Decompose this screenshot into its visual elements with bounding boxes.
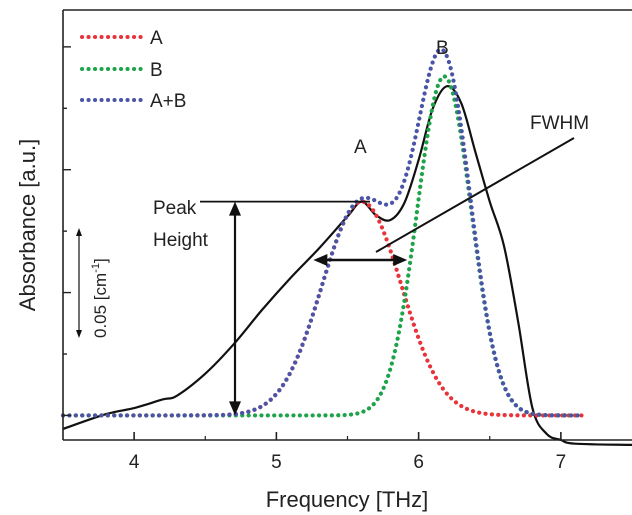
fwhm-label: FWHM bbox=[530, 113, 589, 134]
scale-bar bbox=[76, 228, 82, 338]
scale-bar-label-main: 0.05 [cm bbox=[91, 273, 110, 338]
scale-bar-label-close: ] bbox=[91, 258, 110, 263]
peak-b-label: B bbox=[436, 38, 449, 59]
x-tick-label-6: 6 bbox=[413, 452, 424, 473]
series-line-a-b bbox=[60, 47, 585, 418]
x-tick-label-4: 4 bbox=[129, 452, 140, 473]
peak-height-marker bbox=[200, 200, 370, 416]
scale-bar-arrow-down bbox=[76, 330, 82, 338]
fwhm-arrow-left bbox=[313, 254, 328, 266]
fwhm-pointer-line bbox=[375, 137, 575, 253]
legend-label-b: B bbox=[150, 60, 163, 81]
peak-height-label-2: Height bbox=[153, 230, 209, 251]
fwhm-arrow-right bbox=[393, 254, 408, 266]
y-ticks bbox=[63, 46, 71, 417]
scale-bar-label-sup: -1 bbox=[90, 263, 102, 273]
x-tick-label-5: 5 bbox=[271, 452, 282, 473]
scale-bar-arrow-up bbox=[76, 228, 82, 236]
peak-height-arrow-down bbox=[229, 401, 241, 416]
x-ticks: 4 5 6 7 bbox=[129, 432, 566, 473]
x-axis-title: Frequency [THz] bbox=[266, 487, 429, 512]
fwhm-arrow bbox=[313, 254, 408, 266]
legend-label-a: A bbox=[150, 28, 163, 49]
series-layer bbox=[60, 47, 632, 447]
x-tick-label-7: 7 bbox=[556, 452, 567, 473]
legend-label-ab: A+B bbox=[150, 91, 186, 112]
annotations: A B FWHM Peak Height 0.05 [cm-1] bbox=[76, 38, 589, 416]
peak-a-label: A bbox=[354, 137, 367, 158]
legend: A B A+B bbox=[80, 28, 186, 112]
plot-frame bbox=[62, 9, 632, 441]
scale-bar-label: 0.05 [cm-1] bbox=[90, 258, 110, 338]
series-line-measured bbox=[62, 85, 632, 447]
peak-height-label-1: Peak bbox=[153, 198, 197, 219]
peak-height-arrow-up bbox=[229, 201, 241, 216]
y-axis-title: Absorbance [a.u.] bbox=[15, 139, 40, 311]
